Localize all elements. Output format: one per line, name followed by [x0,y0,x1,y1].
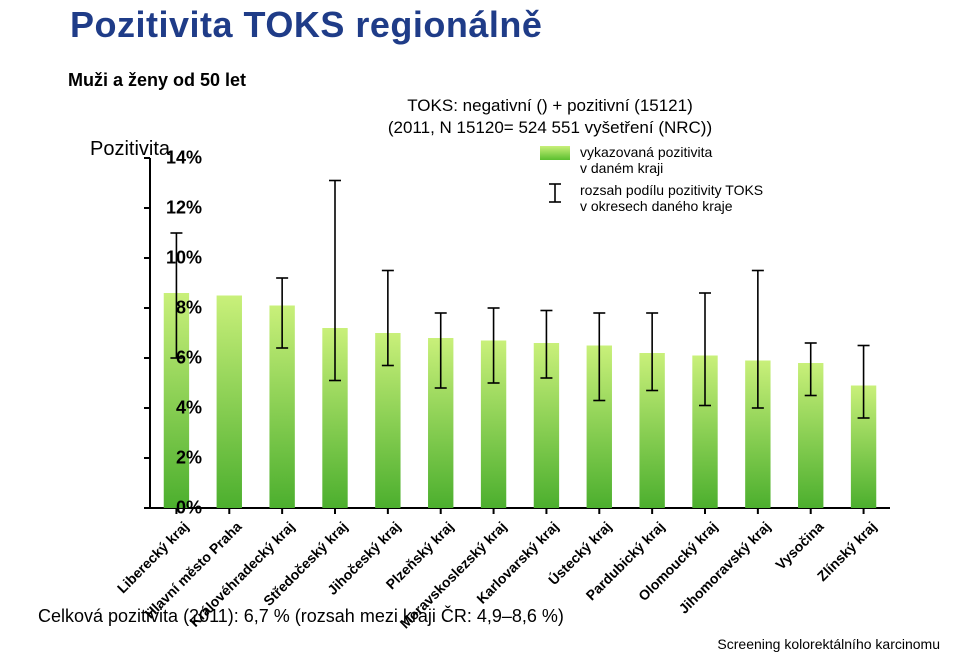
footer-text: Screening kolorektálního karcinomu [717,636,940,652]
y-tick-label: 4% [176,398,202,419]
bar [217,296,242,509]
y-tick-label: 12% [166,198,202,219]
y-tick-label: 6% [176,348,202,369]
summary-line: Celková pozitivita (2011): 6,7 % (rozsah… [38,606,564,627]
subtitle: Muži a ženy od 50 let [68,70,246,91]
chart-plot-area [150,158,890,508]
summary-suffix: (rozsah mezi kraji ČR: 4,9–8,6 %) [295,606,564,626]
chart-svg [150,158,890,508]
y-tick-label: 8% [176,298,202,319]
y-tick-label: 14% [166,148,202,169]
summary-prefix: Celková pozitivita (2011): 6,7 % [38,606,295,626]
page-title: Pozitivita TOKS regionálně [70,4,542,46]
chart-subtitle-line1: TOKS: negativní () + pozitivní (15121) [340,96,760,116]
y-tick-label: 2% [176,448,202,469]
y-tick-label: 10% [166,248,202,269]
chart-subtitle-line2: (2011, N 15120= 524 551 vyšetření (NRC)) [340,118,760,138]
slide: Pozitivita TOKS regionálně Muži a ženy o… [0,0,960,658]
